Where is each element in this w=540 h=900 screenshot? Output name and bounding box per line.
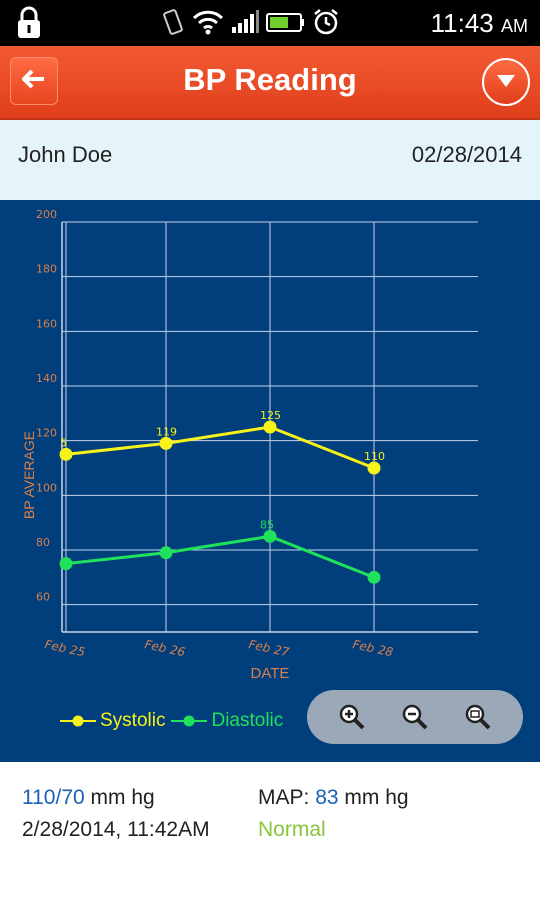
back-button[interactable] — [10, 57, 58, 105]
x-tick-label: Feb 25 — [43, 637, 86, 659]
bp-chart: 60 80 100 120 140 160 180 200 Feb 25 Feb 26 Feb 27… — [0, 200, 540, 762]
y-tick-label: 80 — [36, 536, 50, 549]
zoom-reset-button[interactable] — [463, 702, 493, 732]
data-point-systolic — [159, 436, 173, 450]
zoom-in-button[interactable] — [337, 702, 367, 732]
bp-line-chart: 60 80 100 120 140 160 180 200 Feb 25 Feb 26 Feb 27… — [21, 208, 478, 682]
x-axis-title: DATE — [251, 665, 290, 682]
y-axis-title: BP AVERAGE — [21, 431, 37, 519]
y-tick-label: 180 — [36, 263, 57, 276]
bp-value-line: 110/70 mm hg — [22, 786, 155, 810]
data-point-systolic — [59, 447, 73, 461]
series-line-systolic — [65, 425, 375, 470]
map-line: MAP: 83 mm hg — [258, 786, 409, 810]
zoom-controls — [307, 690, 523, 744]
battery-icon — [266, 11, 306, 37]
y-tick-label: 160 — [36, 317, 57, 330]
data-label-diastolic: 85 — [260, 518, 274, 531]
bp-unit: mm hg — [84, 786, 155, 809]
patient-info-row: John Doe 02/28/2014 — [0, 120, 540, 200]
data-point-systolic — [367, 461, 381, 475]
app-header: BP Reading — [0, 46, 540, 120]
map-unit: mm hg — [338, 786, 409, 809]
y-tick-label: 120 — [36, 427, 57, 440]
patient-name: John Doe — [18, 142, 113, 167]
data-label-systolic: 119 — [156, 425, 177, 438]
lock-icon — [14, 6, 44, 44]
legend-diastolic: Diastolic — [171, 710, 283, 732]
legend-diastolic-label: Diastolic — [211, 710, 284, 731]
data-label-systolic: 110 — [364, 450, 385, 463]
reading-date: 02/28/2014 — [411, 142, 522, 167]
status-bar: 11:43 AM — [0, 0, 540, 46]
data-point-diastolic — [367, 570, 381, 584]
dropdown-menu-button[interactable] — [482, 58, 530, 106]
vibrate-icon — [160, 8, 186, 40]
y-tick-label: 200 — [36, 208, 57, 221]
status-time: 11:43 AM — [430, 8, 528, 38]
reading-summary: 110/70 mm hg MAP: 83 mm hg 2/28/2014, 11… — [0, 762, 540, 900]
legend-systolic: Systolic — [60, 710, 165, 732]
legend-systolic-label: Systolic — [100, 710, 166, 731]
data-label-systolic: 125 — [260, 409, 281, 422]
diastolic-marker-icon — [171, 715, 208, 727]
series-line-diastolic — [65, 534, 375, 579]
data-point-diastolic — [263, 529, 277, 543]
x-tick-label: Feb 28 — [351, 637, 394, 659]
x-tick-label: Feb 27 — [247, 637, 290, 659]
zoom-in-icon — [340, 704, 365, 730]
page-title: BP Reading — [183, 62, 357, 97]
data-label-systolic: 5 — [60, 436, 67, 449]
map-value: 83 — [315, 786, 339, 809]
data-point-diastolic — [59, 557, 73, 571]
wifi-icon — [192, 9, 224, 39]
alarm-icon — [312, 8, 340, 40]
triangle-down-icon — [496, 73, 516, 92]
zoom-out-icon — [402, 704, 428, 730]
signal-icon — [230, 9, 260, 39]
y-tick-label: 100 — [36, 481, 57, 494]
systolic-marker-icon — [60, 715, 96, 727]
bp-status: Normal — [258, 818, 326, 841]
x-tick-label: Feb 26 — [143, 637, 186, 659]
y-tick-label: 140 — [36, 372, 57, 385]
zoom-out-button[interactable] — [400, 702, 430, 732]
chart-legend: Systolic Diastolic — [60, 710, 283, 732]
y-tick-label: 60 — [36, 591, 50, 604]
zoom-fit-icon — [465, 704, 491, 730]
bp-values: 110/70 — [22, 786, 85, 809]
reading-timestamp: 2/28/2014, 11:42AM — [22, 818, 210, 841]
arrow-left-icon — [21, 69, 46, 93]
data-point-systolic — [263, 420, 277, 434]
status-icons — [160, 8, 340, 40]
data-point-diastolic — [159, 546, 173, 560]
map-label: MAP: — [258, 786, 316, 809]
